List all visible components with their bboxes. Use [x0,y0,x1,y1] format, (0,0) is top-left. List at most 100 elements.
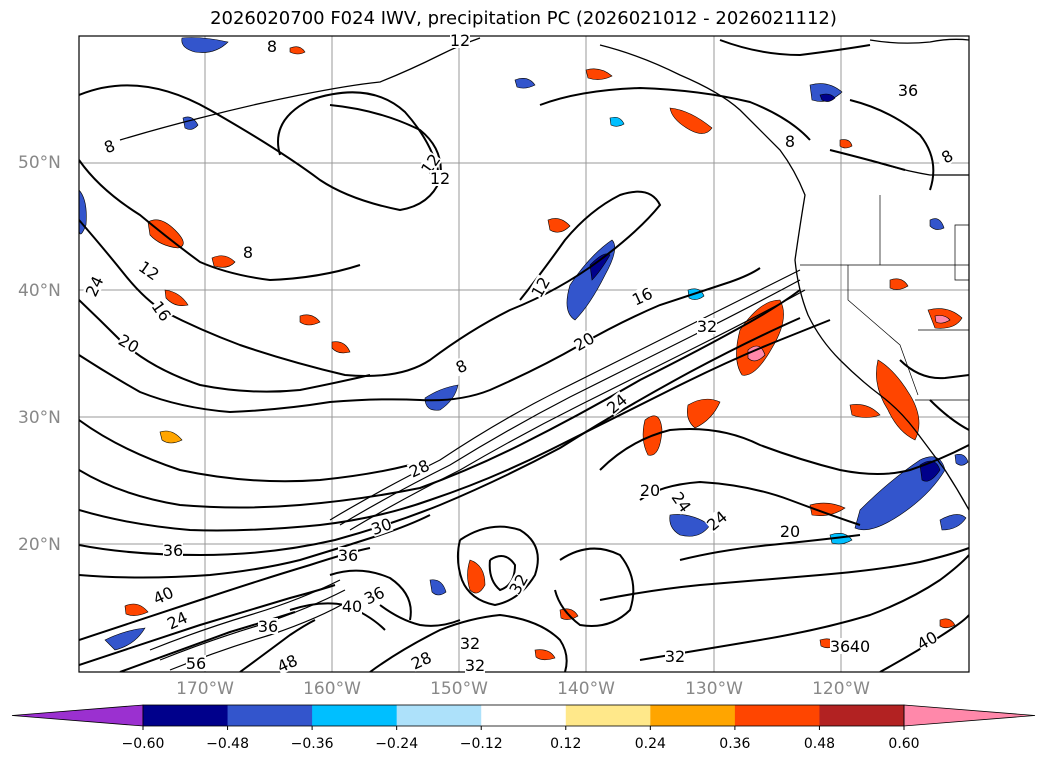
contour-label: 20 [115,330,142,357]
contour-label: 8 [243,243,253,262]
contour-label: 12 [430,169,450,188]
colorbar-tick-label: −0.60 [121,736,165,752]
contour-label: 28 [408,648,434,674]
contour-label-bg [465,657,485,673]
colorbar-segment [565,705,651,726]
contour-label-bg [186,655,206,671]
contour-label-bg [460,635,480,651]
contour-label: 32 [665,647,685,666]
colorbar [11,704,1036,730]
contour-label: 8 [785,132,795,151]
colorbar-extend-high [903,704,1036,727]
contour-label: 8 [267,37,277,56]
contour-label: 20 [571,328,598,355]
lon-label-130w: 130°W [685,679,743,699]
colorbar-extend-low [11,704,144,727]
contour-label-bg [528,274,553,300]
lon-label-120w: 120°W [812,679,870,699]
contour-label-bg [914,628,940,653]
lat-label-30n: 30°N [18,408,61,428]
contour-label-bg [450,32,470,48]
coastline [119,37,969,511]
map-frame [78,35,970,673]
contour-label: 30 [369,514,395,539]
contour-label-bg [408,648,434,672]
contour-label-bg [136,258,162,283]
colorbar-segment [143,705,229,726]
lon-label-140w: 140°W [557,679,615,699]
contour-label-bg [149,298,174,324]
colorbar-outline [142,704,905,727]
contour-label-bg [934,144,960,169]
lat-label-50n: 50°N [18,153,61,173]
contour-label-bg [238,244,258,260]
contour-label-bg [571,329,597,354]
contour-label-bg [430,170,450,186]
contour-label-bg [669,489,694,515]
gridlines [79,36,969,672]
contour-label-bg [418,151,443,177]
contour-label-bg [665,648,685,664]
contour-label-bg [406,456,432,480]
contour-label: 32 [505,571,532,598]
colorbar-segment [734,705,820,726]
contour-label-bg [830,638,850,654]
contour-label: 48 [274,651,300,677]
colorbar-tick-label: 0.36 [719,736,751,752]
contour-label-bg [274,651,300,675]
colorbar-tick-label: 0.24 [634,736,666,752]
contour-label-bg [342,598,362,614]
contour-label-bg [163,542,183,558]
contour-label-bg [506,571,531,597]
contour-label: 32 [697,317,717,336]
lon-label-150w: 150°W [430,679,488,699]
colorbar-segment [227,705,313,726]
contour-label: 40 [850,637,870,656]
colorbar-tick-label: −0.48 [206,736,249,752]
contour-label-bg [164,608,190,632]
contour-label: 56 [186,654,206,673]
map-title: 2026020700 F024 IWV, precipitation PC (2… [210,8,837,29]
contour-label: 36 [258,617,278,636]
contour-label-bg [850,638,870,654]
colorbar-segment [396,705,482,726]
contour-label-bg [97,135,122,158]
lon-label-170w: 170°W [176,679,234,699]
contour-label-bg [640,482,660,498]
lon-label-160w: 160°W [303,679,361,699]
contour-label-bg [448,354,474,378]
contour-label: 36 [898,81,918,100]
contour-label: 40 [342,597,362,616]
contour-label-bg [150,583,176,607]
contour-label-bg [780,523,800,539]
contour-label: 24 [82,273,108,299]
contour-label: 36 [163,541,183,560]
colorbar-tick-label: 0.12 [550,736,582,752]
lat-label-40n: 40°N [18,281,61,301]
contour-label: 32 [465,656,485,675]
contour-label-bg [603,390,630,417]
contour-label: 32 [460,634,480,653]
contour-label: 28 [406,456,432,482]
contour-label-bg [338,547,358,563]
contour-label: 20 [780,522,800,541]
contour-label: 24 [603,390,631,418]
contour-label-bg [369,515,394,538]
contour-label: 36 [361,583,387,609]
colorbar-tick-label: 0.48 [803,736,836,752]
lat-label-20n: 20°N [18,535,61,555]
contour-label-bg [116,331,142,356]
contour-label-bg [703,507,730,534]
contour-label-bg [82,273,106,299]
precip-negative-blobs [79,37,969,651]
contour-label-bg [898,82,918,98]
contour-label-bg [629,284,655,308]
contour-label: 36 [830,637,850,656]
contour-label: 12 [450,31,470,50]
contour-label-bg [262,38,282,54]
contour-label: 24 [668,488,695,516]
colorbar-segment [819,705,905,726]
colorbar-segment [481,705,567,726]
